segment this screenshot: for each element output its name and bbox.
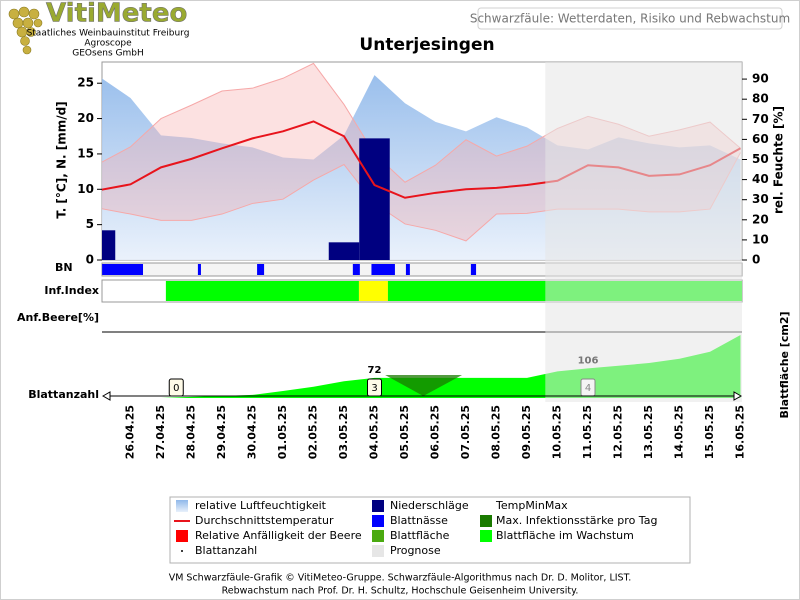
leaf-wetness <box>257 264 265 275</box>
leaf-area-label: 72 <box>368 365 382 376</box>
footer-line: Rebwachstum nach Prof. Dr. H. Schultz, H… <box>222 586 579 597</box>
legend-label: TempMinMax <box>495 499 568 512</box>
y-axis-title: T. [°C], N. [mm/d] <box>55 101 69 218</box>
forecast-shade <box>545 62 742 402</box>
leaf-count-label: 0 <box>173 383 179 394</box>
infection-index <box>358 281 388 301</box>
x-tick-label: 14.05.25 <box>673 405 686 459</box>
x-tick-label: 07.05.25 <box>459 405 472 459</box>
header-title: Schwarzfäule: Wetterdaten, Risiko und Re… <box>470 12 790 26</box>
leaf-axis-arrow <box>101 391 743 401</box>
x-tick-label: 06.05.25 <box>429 405 442 459</box>
leaf-wetness <box>371 264 395 275</box>
x-tick-label: 11.05.25 <box>581 405 594 459</box>
legend-box <box>169 496 691 564</box>
leaf-count-label: 3 <box>371 383 377 394</box>
x-tick-label: 09.05.25 <box>520 405 533 459</box>
row-label: Blattanzahl <box>28 388 99 401</box>
x-tick-label: 12.05.25 <box>612 405 625 459</box>
leaf-count-label: 4 <box>585 383 591 394</box>
x-tick-label: 29.04.25 <box>215 405 228 459</box>
legend-label: Blattfläche im Wachstum <box>496 529 634 542</box>
legend-label: Blattfläche <box>390 529 450 542</box>
y2-tick-label: 90 <box>752 72 769 86</box>
y2-tick-label: 80 <box>752 92 769 106</box>
row-label: Inf.Index <box>44 284 99 297</box>
y2-tick-label: 20 <box>752 212 769 226</box>
max-infection <box>385 375 463 397</box>
y2-tick-label: 30 <box>752 192 769 206</box>
x-tick-label: 02.05.25 <box>307 405 320 459</box>
x-tick-label: 27.04.25 <box>154 405 167 459</box>
legend-swatch <box>480 515 492 527</box>
y2-axis-title: rel. Feuchte [%] <box>772 106 786 214</box>
y3-axis-title: Blattfläche [cm2] <box>778 311 791 418</box>
y-tick-label: 20 <box>77 111 94 125</box>
legend-label: Relative Anfälligkeit der Beere <box>195 529 362 542</box>
row-label: BN <box>55 261 73 274</box>
x-tick-label: 04.05.25 <box>368 405 381 459</box>
y2-tick-label: 40 <box>752 172 769 186</box>
logo: VitiMeteo Staatliches Weinbauinstitut Fr… <box>8 0 190 59</box>
y2-tick-label: 0 <box>752 253 760 267</box>
legend-swatch <box>372 500 384 512</box>
legend-swatch <box>372 545 384 557</box>
legend-label: relative Luftfeuchtigkeit <box>195 499 327 512</box>
x-tick-label: 10.05.25 <box>551 405 564 459</box>
org-line: Staatliches Weinbauinstitut Freiburg <box>27 29 190 39</box>
y-tick-label: 10 <box>77 182 94 196</box>
leaf-wetness <box>405 264 410 275</box>
precip-bar <box>359 138 390 260</box>
x-tick-label: 26.04.25 <box>124 405 137 459</box>
legend-swatch <box>480 530 492 542</box>
header-box <box>477 7 783 30</box>
legend-label: Niederschläge <box>390 499 469 512</box>
leaf-area-label: 106 <box>578 355 599 366</box>
legend-label: Durchschnittstemperatur <box>195 514 334 527</box>
precip-bar <box>328 242 360 260</box>
x-tick-label: 16.05.25 <box>734 405 747 459</box>
y-tick-label: 0 <box>86 253 94 267</box>
y-tick-label: 5 <box>86 217 94 231</box>
x-tick-label: 15.05.25 <box>703 405 716 459</box>
x-tick-label: 01.05.25 <box>276 405 289 459</box>
x-tick-label: 28.04.25 <box>185 405 198 459</box>
infection-index <box>165 281 359 301</box>
legend-swatch <box>372 530 384 542</box>
y-tick-label: 15 <box>77 146 94 160</box>
legend-swatch <box>176 530 188 542</box>
legend-swatch <box>181 550 183 552</box>
x-tick-label: 05.05.25 <box>398 405 411 459</box>
legend-label: Prognose <box>390 544 441 557</box>
legend-swatch <box>176 500 188 512</box>
legend-label: Max. Infektionsstärke pro Tag <box>496 514 657 527</box>
y2-tick-label: 10 <box>752 232 769 246</box>
leaf-wetness <box>197 264 201 275</box>
x-tick-label: 30.04.25 <box>246 405 259 459</box>
chart-title: Unterjesingen <box>359 35 494 55</box>
overlay: 72 106 0 3 4 <box>168 62 742 402</box>
legend-label: Blattanzahl <box>195 544 257 557</box>
precip-bar <box>102 230 116 260</box>
leaf-wetness <box>470 264 477 275</box>
row-label: Anf.Beere[%] <box>17 311 99 324</box>
leaf-wetness <box>352 264 360 275</box>
grape-icon <box>8 6 43 55</box>
legend-label: Blattnässe <box>390 514 448 527</box>
leaf-wetness <box>102 264 144 275</box>
x-tick-label: 08.05.25 <box>490 405 503 459</box>
logo-text: VitiMeteo <box>46 0 187 29</box>
x-tick-label: 03.05.25 <box>337 405 350 459</box>
y2-tick-label: 60 <box>752 132 769 146</box>
x-tick-label: 13.05.25 <box>642 405 655 459</box>
footer-line: VM Schwarzfäule-Grafik © VitiMeteo-Grupp… <box>169 573 632 584</box>
org-line: Agroscope <box>84 39 132 49</box>
legend-swatch <box>372 515 384 527</box>
org-line: GEOsens GmbH <box>72 49 143 59</box>
y2-tick-label: 70 <box>752 112 769 126</box>
y-tick-label: 25 <box>77 76 94 90</box>
y2-tick-label: 50 <box>752 152 769 166</box>
